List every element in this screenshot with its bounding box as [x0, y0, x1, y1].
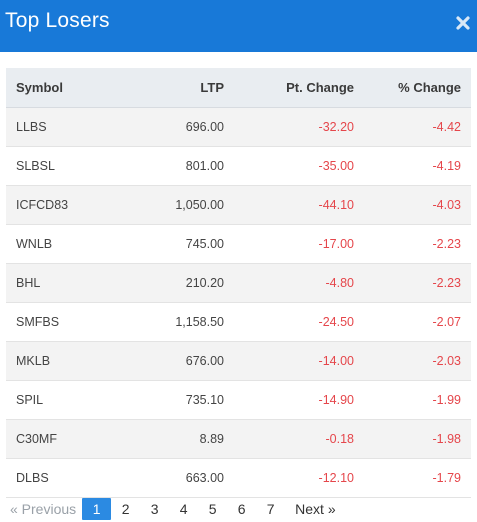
page-number-7[interactable]: 7 — [266, 501, 275, 517]
cell-pct-change: -1.99 — [364, 380, 471, 420]
cell-pct-change: -4.42 — [364, 107, 471, 147]
cell-ltp: 210.20 — [116, 263, 234, 303]
table-row[interactable]: ICFCD83 1,050.00 -44.10 -4.03 — [6, 185, 471, 225]
losers-table: Symbol LTP Pt. Change % Change LLBS 696.0… — [6, 68, 471, 498]
page-number-2[interactable]: 2 — [121, 501, 130, 517]
cell-pt-change: -24.50 — [234, 302, 364, 342]
cell-symbol: SLBSL — [6, 146, 116, 186]
cell-symbol: WNLB — [6, 224, 116, 264]
table-row[interactable]: DLBS 663.00 -12.10 -1.79 — [6, 458, 471, 498]
cell-ltp: 801.00 — [116, 146, 234, 186]
losers-table-container: Symbol LTP Pt. Change % Change LLBS 696.0… — [6, 68, 471, 498]
table-row[interactable]: BHL 210.20 -4.80 -2.23 — [6, 263, 471, 303]
cell-symbol: SMFBS — [6, 302, 116, 342]
cell-ltp: 676.00 — [116, 341, 234, 381]
previous-page-link[interactable]: « Previous — [10, 501, 77, 517]
cell-pct-change: -4.03 — [364, 185, 471, 225]
cell-ltp: 1,158.50 — [116, 302, 234, 342]
cell-ltp: 1,050.00 — [116, 185, 234, 225]
cell-ltp: 663.00 — [116, 458, 234, 498]
page-number-5[interactable]: 5 — [208, 501, 217, 517]
table-body: LLBS 696.00 -32.20 -4.42 SLBSL 801.00 -35.00 -4… — [6, 107, 471, 498]
cell-pt-change: -12.10 — [234, 458, 364, 498]
table-row[interactable]: SMFBS 1,158.50 -24.50 -2.07 — [6, 302, 471, 342]
cell-pt-change: -14.00 — [234, 341, 364, 381]
cell-pct-change: -4.19 — [364, 146, 471, 186]
table-row[interactable]: SPIL 735.10 -14.90 -1.99 — [6, 380, 471, 420]
close-icon[interactable] — [455, 13, 471, 33]
cell-pct-change: -1.79 — [364, 458, 471, 498]
cell-ltp: 745.00 — [116, 224, 234, 264]
cell-pt-change: -35.00 — [234, 146, 364, 186]
cell-pct-change: -2.03 — [364, 341, 471, 381]
cell-pt-change: -32.20 — [234, 107, 364, 147]
table-row[interactable]: SLBSL 801.00 -35.00 -4.19 — [6, 146, 471, 186]
table-row[interactable]: WNLB 745.00 -17.00 -2.23 — [6, 224, 471, 264]
cell-symbol: MKLB — [6, 341, 116, 381]
cell-ltp: 696.00 — [116, 107, 234, 147]
cell-symbol: ICFCD83 — [6, 185, 116, 225]
column-header-ltp[interactable]: LTP — [116, 68, 234, 108]
table-row[interactable]: C30MF 8.89 -0.18 -1.98 — [6, 419, 471, 459]
column-header-symbol[interactable]: Symbol — [6, 68, 116, 108]
cell-symbol: BHL — [6, 263, 116, 303]
cell-pct-change: -2.23 — [364, 263, 471, 303]
cell-pt-change: -0.18 — [234, 419, 364, 459]
cell-pt-change: -14.90 — [234, 380, 364, 420]
cell-ltp: 8.89 — [116, 419, 234, 459]
page-number-4[interactable]: 4 — [179, 501, 188, 517]
table-row[interactable]: LLBS 696.00 -32.20 -4.42 — [6, 107, 471, 147]
modal-header: Top Losers — [0, 0, 477, 52]
cell-pt-change: -4.80 — [234, 263, 364, 303]
cell-pct-change: -2.23 — [364, 224, 471, 264]
cell-pt-change: -17.00 — [234, 224, 364, 264]
next-page-link[interactable]: Next » — [295, 501, 336, 517]
page-number-1[interactable]: 1 — [82, 498, 112, 520]
page-number-3[interactable]: 3 — [150, 501, 159, 517]
table-header-row: Symbol LTP Pt. Change % Change — [6, 68, 471, 108]
column-header-pct-change[interactable]: % Change — [364, 68, 471, 108]
page-number-6[interactable]: 6 — [237, 501, 246, 517]
cell-pt-change: -44.10 — [234, 185, 364, 225]
cell-pct-change: -2.07 — [364, 302, 471, 342]
modal-title: Top Losers — [5, 9, 110, 32]
cell-pct-change: -1.98 — [364, 419, 471, 459]
cell-ltp: 735.10 — [116, 380, 234, 420]
cell-symbol: DLBS — [6, 458, 116, 498]
cell-symbol: LLBS — [6, 107, 116, 147]
column-header-pt-change[interactable]: Pt. Change — [234, 68, 364, 108]
cell-symbol: C30MF — [6, 419, 116, 459]
cell-symbol: SPIL — [6, 380, 116, 420]
table-row[interactable]: MKLB 676.00 -14.00 -2.03 — [6, 341, 471, 381]
